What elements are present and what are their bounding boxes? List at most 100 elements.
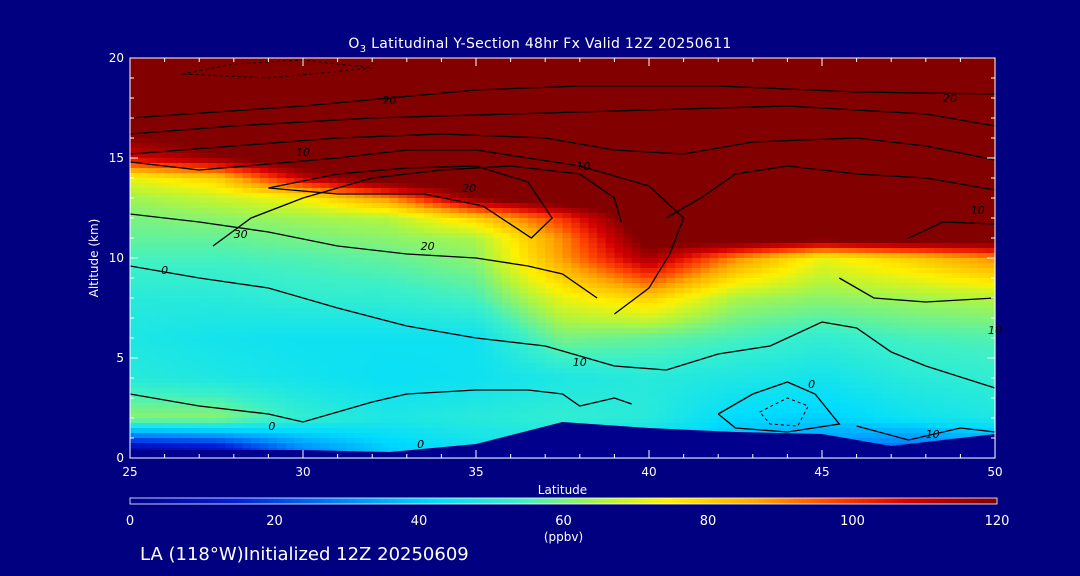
heatmap-cell	[268, 243, 278, 249]
heatmap-cell	[718, 233, 728, 239]
heatmap-cell	[294, 263, 304, 269]
heatmap-cell	[692, 138, 702, 144]
heatmap-cell	[674, 123, 685, 129]
heatmap-cell	[709, 203, 719, 209]
heatmap-cell	[501, 208, 512, 214]
heatmap-cell	[493, 303, 503, 309]
heatmap-cell	[692, 248, 702, 254]
heatmap-cell	[207, 183, 218, 189]
heatmap-cell	[692, 258, 702, 264]
heatmap-cell	[856, 158, 866, 164]
heatmap-cell	[251, 128, 261, 134]
heatmap-cell	[536, 283, 546, 289]
heatmap-cell	[700, 223, 711, 229]
heatmap-cell	[787, 188, 797, 194]
heatmap-cell	[398, 58, 408, 64]
heatmap-cell	[450, 143, 460, 149]
heatmap-cell	[752, 288, 763, 294]
heatmap-cell	[181, 128, 192, 134]
heatmap-cell	[164, 198, 174, 204]
heatmap-cell	[251, 153, 261, 159]
heatmap-cell	[199, 153, 209, 159]
heatmap-cell	[363, 268, 373, 274]
heatmap-cell	[553, 233, 564, 239]
heatmap-cell	[856, 223, 866, 229]
heatmap-cell	[467, 233, 477, 239]
heatmap-cell	[925, 198, 936, 204]
heatmap-cell	[155, 238, 166, 244]
heatmap-cell	[501, 238, 512, 244]
heatmap-cell	[147, 143, 157, 149]
heatmap-cell	[285, 208, 295, 214]
heatmap-cell	[363, 78, 373, 84]
heatmap-cell	[233, 113, 244, 119]
heatmap-cell	[830, 193, 840, 199]
heatmap-cell	[303, 293, 313, 299]
heatmap-cell	[969, 63, 979, 69]
heatmap-cell	[683, 123, 693, 129]
heatmap-cell	[268, 233, 278, 239]
heatmap-cell	[207, 63, 218, 69]
heatmap-cell	[441, 118, 451, 124]
heatmap-cell	[432, 213, 442, 219]
heatmap-cell	[865, 93, 875, 99]
heatmap-cell	[649, 153, 659, 159]
heatmap-cell	[631, 128, 641, 134]
heatmap-cell	[450, 148, 460, 154]
heatmap-cell	[415, 188, 425, 194]
heatmap-cell	[744, 238, 754, 244]
heatmap-cell	[934, 233, 944, 239]
heatmap-cell	[216, 163, 226, 169]
heatmap-cell	[588, 98, 598, 104]
heatmap-cell	[588, 298, 598, 304]
heatmap-cell	[830, 63, 840, 69]
heatmap-cell	[389, 293, 399, 299]
heatmap-cell	[761, 283, 771, 289]
heatmap-cell	[372, 253, 382, 259]
heatmap-cell	[856, 213, 866, 219]
heatmap-cell	[709, 163, 719, 169]
heatmap-cell	[588, 103, 598, 109]
heatmap-cell	[527, 173, 538, 179]
heatmap-cell	[467, 298, 477, 304]
heatmap-cell	[225, 273, 235, 279]
heatmap-cell	[666, 58, 676, 64]
heatmap-cell	[856, 143, 866, 149]
heatmap-cell	[251, 278, 261, 284]
heatmap-cell	[882, 208, 892, 214]
heatmap-cell	[181, 208, 192, 214]
heatmap-cell	[943, 173, 953, 179]
heatmap-cell	[813, 243, 823, 249]
heatmap-cell	[726, 73, 737, 79]
heatmap-cell	[683, 188, 693, 194]
heatmap-cell	[389, 233, 399, 239]
heatmap-cell	[726, 243, 737, 249]
heatmap-cell	[501, 93, 512, 99]
heatmap-cell	[649, 193, 659, 199]
heatmap-cell	[718, 78, 728, 84]
heatmap-cell	[925, 88, 936, 94]
heatmap-cell	[303, 233, 313, 239]
heatmap-cell	[882, 163, 892, 169]
heatmap-cell	[726, 288, 737, 294]
heatmap-cell	[501, 243, 512, 249]
heatmap-cell	[320, 298, 330, 304]
heatmap-cell	[847, 193, 858, 199]
heatmap-cell	[441, 108, 451, 114]
heatmap-cell	[225, 193, 235, 199]
heatmap-cell	[190, 283, 200, 289]
heatmap-cell	[925, 183, 936, 189]
heatmap-cell	[657, 113, 667, 119]
heatmap-cell	[752, 278, 763, 284]
heatmap-cell	[951, 63, 961, 69]
heatmap-cell	[614, 118, 624, 124]
heatmap-cell	[207, 153, 218, 159]
heatmap-cell	[960, 153, 970, 159]
heatmap-cell	[199, 128, 209, 134]
heatmap-cell	[510, 293, 520, 299]
heatmap-cell	[899, 118, 910, 124]
heatmap-cell	[259, 133, 269, 139]
heatmap-cell	[934, 183, 944, 189]
heatmap-cell	[225, 198, 235, 204]
heatmap-cell	[303, 148, 313, 154]
